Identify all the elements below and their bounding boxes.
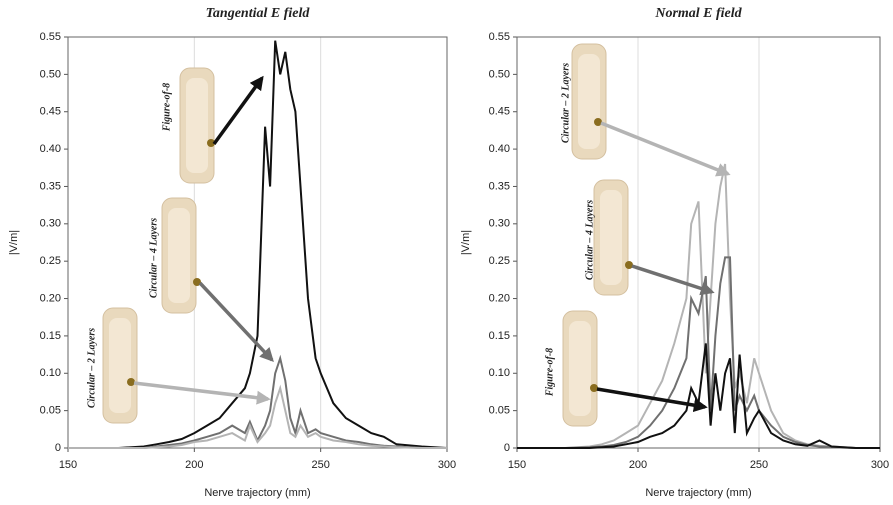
annotation: Circular – 4 Layers — [148, 197, 274, 363]
electrode — [207, 139, 215, 147]
y-tick-label: 0 — [504, 442, 510, 454]
y-tick-label: 0.50 — [489, 68, 510, 80]
y-tick-label: 0.15 — [489, 330, 510, 342]
x-axis-label: Nerve trajectory (mm) — [645, 487, 751, 499]
plot-frame — [516, 36, 881, 449]
y-tick-label: 0.25 — [489, 255, 510, 267]
y-axis-label: |V/m| — [460, 230, 472, 255]
annotation: Circular – 2 Layers — [560, 43, 731, 177]
y-tick-label: 0.10 — [489, 367, 510, 379]
y-tick-label: 0.50 — [40, 68, 61, 80]
y-tick-label: 0.40 — [40, 143, 61, 155]
x-tick-label: 150 — [59, 459, 77, 471]
hand-image-detail — [578, 54, 600, 149]
x-tick-label: 300 — [438, 459, 456, 471]
x-tick-label: 300 — [871, 459, 889, 471]
x-axis-label: Nerve trajectory (mm) — [204, 487, 310, 499]
x-tick-label: 150 — [508, 459, 526, 471]
series-line — [68, 354, 447, 449]
chart-title: Tangential E field — [206, 6, 311, 21]
series-label: Figure-of-8 — [544, 348, 555, 397]
y-tick-label: 0.10 — [40, 367, 61, 379]
hand-image-detail — [186, 78, 208, 173]
y-tick-label: 0.05 — [489, 405, 510, 417]
series-line — [68, 384, 447, 449]
y-tick-label: 0.30 — [40, 218, 61, 230]
series-line — [517, 343, 880, 449]
y-tick-label: 0.20 — [489, 292, 510, 304]
series-label: Circular – 4 Layers — [148, 218, 159, 298]
arrow — [631, 264, 715, 296]
hand-image-detail — [168, 208, 190, 303]
electrode — [590, 384, 598, 392]
y-tick-label: 0.55 — [489, 31, 510, 43]
electrode — [127, 378, 135, 386]
x-tick-label: 250 — [311, 459, 329, 471]
y-tick-label: 0.35 — [489, 180, 510, 192]
y-tick-label: 0.45 — [40, 106, 61, 118]
y-tick-label: 0.25 — [40, 255, 61, 267]
annotation: Figure-of-8 — [161, 67, 264, 184]
series-label: Circular – 4 Layers — [584, 200, 595, 280]
series-label: Circular – 2 Layers — [560, 63, 571, 143]
y-tick-label: 0.55 — [40, 31, 61, 43]
electrode — [625, 261, 633, 269]
arrow — [596, 387, 708, 413]
annotation: Figure-of-8 — [544, 310, 708, 427]
y-tick-label: 0 — [55, 442, 61, 454]
y-tick-label: 0.05 — [40, 405, 61, 417]
arrow — [133, 381, 271, 405]
y-tick-label: 0.45 — [489, 106, 510, 118]
series-line — [517, 163, 880, 449]
y-tick-label: 0.30 — [489, 218, 510, 230]
series-line — [517, 256, 880, 449]
y-axis-label: |V/m| — [8, 230, 20, 255]
arrow — [600, 121, 731, 177]
x-tick-label: 200 — [629, 459, 647, 471]
annotation: Circular – 4 Layers — [584, 179, 715, 296]
plot-frame — [67, 36, 448, 449]
y-tick-label: 0.40 — [489, 143, 510, 155]
chart-title: Normal E field — [654, 6, 742, 21]
x-tick-label: 250 — [750, 459, 768, 471]
y-tick-label: 0.35 — [40, 180, 61, 192]
annotation: Circular – 2 Layers — [86, 307, 271, 424]
x-tick-label: 200 — [185, 459, 203, 471]
hand-image-detail — [109, 318, 131, 413]
y-tick-label: 0.15 — [40, 330, 61, 342]
electrode — [594, 118, 602, 126]
hand-image-detail — [569, 321, 591, 416]
arrow — [212, 75, 264, 146]
series-label: Figure-of-8 — [161, 83, 172, 132]
hand-image-detail — [600, 190, 622, 285]
series-label: Circular – 2 Layers — [86, 328, 97, 408]
series-line — [68, 40, 448, 449]
arrow — [198, 281, 274, 363]
y-tick-label: 0.20 — [40, 292, 61, 304]
